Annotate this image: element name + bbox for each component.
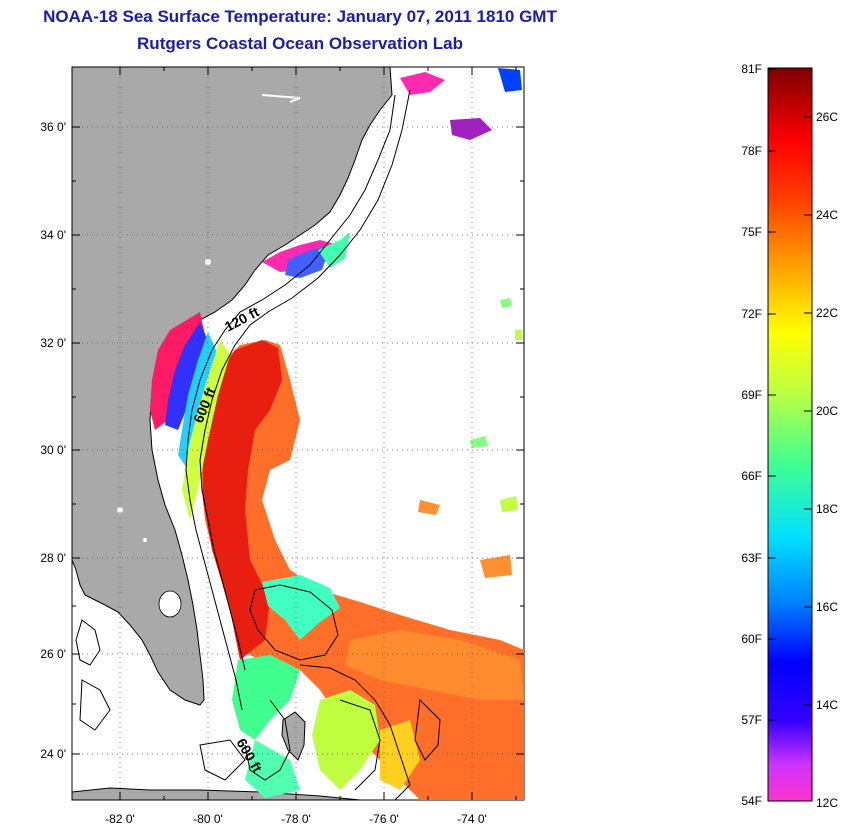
colorbar-c-label: 26C (816, 110, 838, 124)
fahrenheit-labels: 81F 78F 75F 72F 69F 66F 63F 60F 57F 54F (741, 62, 762, 808)
lat-label: 24 0' (40, 747, 66, 761)
colorbar: 81F 78F 75F 72F 69F 66F 63F 60F 57F 54F … (741, 62, 838, 810)
lon-label: -82 0' (105, 812, 135, 826)
sound (261, 94, 301, 103)
colorbar-c-label: 14C (816, 698, 838, 712)
colorbar-gradient (767, 67, 813, 802)
colorbar-c-label: 22C (816, 306, 838, 320)
lon-label: -78 0' (281, 812, 311, 826)
colorbar-f-label: 81F (741, 62, 762, 76)
land-andros (281, 711, 306, 761)
lake (117, 507, 123, 513)
map-title: NOAA-18 Sea Surface Temperature: January… (43, 7, 557, 26)
colorbar-f-label: 78F (741, 144, 762, 158)
colorbar-c-label: 20C (816, 404, 838, 418)
colorbar-f-label: 57F (741, 713, 762, 727)
colorbar-c-label: 16C (816, 600, 838, 614)
lat-label: 32 0' (40, 336, 66, 350)
map-subtitle: Rutgers Coastal Ocean Observation Lab (137, 34, 463, 53)
celsius-labels: 26C 24C 22C 20C 18C 16C 14C 12C (816, 110, 838, 810)
colorbar-f-label: 72F (741, 307, 762, 321)
colorbar-f-label: 60F (741, 632, 762, 646)
map-panel: 36 0' 34 0' 32 0' 30 0' 28 0' 26 0' 24 0… (40, 66, 525, 826)
land-us-southeast (72, 67, 393, 706)
lat-label: 34 0' (40, 228, 66, 242)
colorbar-f-label: 54F (741, 794, 762, 808)
lake-okeechobee (158, 590, 182, 618)
axis-ticks (72, 67, 524, 800)
lat-label: 26 0' (40, 647, 66, 661)
lat-label: 30 0' (40, 443, 66, 457)
colorbar-f-label: 63F (741, 551, 762, 565)
lon-label: -74 0' (457, 812, 487, 826)
latitude-labels: 36 0' 34 0' 32 0' 30 0' 28 0' 26 0' 24 0… (40, 120, 66, 761)
longitude-labels: -82 0' -80 0' -78 0' -76 0' -74 0' (105, 812, 487, 826)
colorbar-f-label: 69F (741, 388, 762, 402)
lon-label: -80 0' (193, 812, 223, 826)
colorbar-c-label: 18C (816, 502, 838, 516)
colorbar-ticks (768, 68, 812, 802)
colorbar-f-label: 66F (741, 469, 762, 483)
lat-label: 28 0' (40, 551, 66, 565)
lon-label: -76 0' (369, 812, 399, 826)
colorbar-c-label: 24C (816, 208, 838, 222)
bathymetry-contours (75, 89, 441, 800)
graticule (72, 67, 524, 800)
lake (143, 538, 147, 542)
lat-label: 36 0' (40, 120, 66, 134)
colorbar-f-label: 75F (741, 225, 762, 239)
colorbar-c-label: 12C (816, 796, 838, 810)
